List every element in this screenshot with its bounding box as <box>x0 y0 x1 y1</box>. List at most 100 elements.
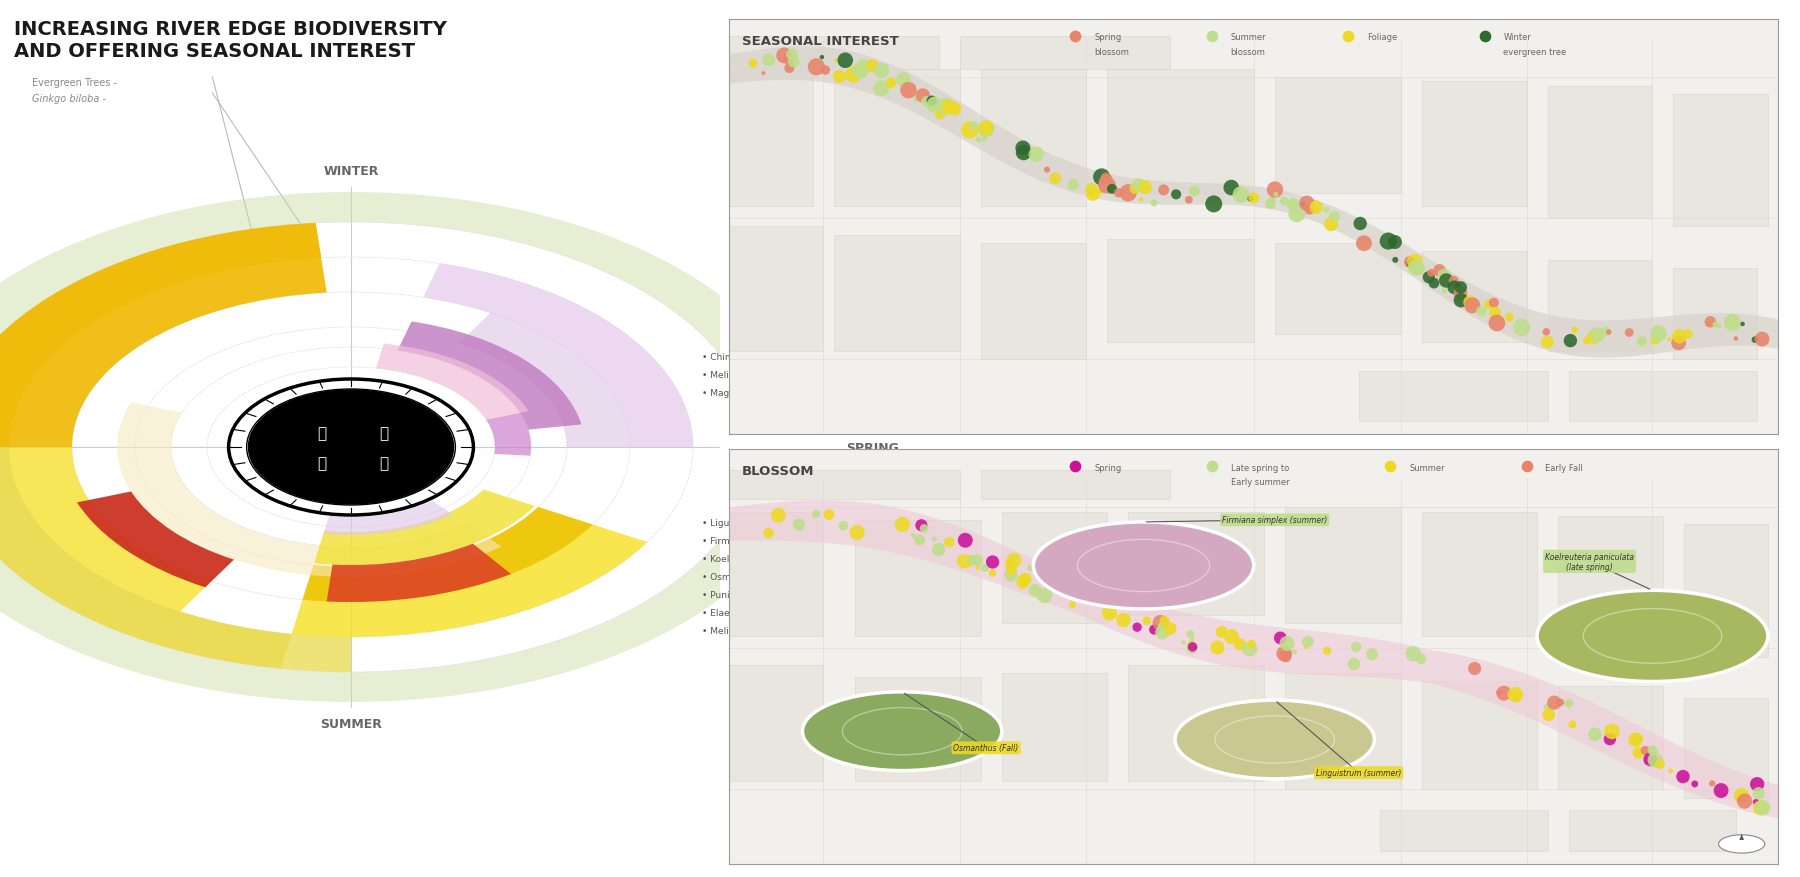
Point <box>1039 578 1067 592</box>
Point <box>1501 688 1530 702</box>
Text: • Koelreuteria paniculata: • Koelreuteria paniculata <box>702 554 815 563</box>
Text: Summer: Summer <box>1231 33 1265 42</box>
Point <box>749 67 778 81</box>
Point <box>950 554 979 568</box>
Point <box>1591 325 1620 339</box>
Bar <box>1674 268 1757 360</box>
Text: SPRING: SPRING <box>846 441 898 454</box>
Point <box>1381 236 1409 250</box>
Point <box>1179 640 1208 654</box>
Point <box>1375 460 1404 474</box>
Point <box>1503 690 1532 704</box>
Point <box>1357 647 1386 661</box>
Point <box>1624 731 1652 745</box>
Point <box>1748 801 1777 815</box>
Point <box>1730 795 1759 809</box>
Point <box>1373 235 1402 249</box>
Point <box>1742 777 1771 791</box>
Text: SUMMER: SUMMER <box>320 717 382 731</box>
Wedge shape <box>398 322 581 430</box>
Point <box>1494 310 1523 324</box>
Point <box>754 53 783 68</box>
Point <box>1125 179 1154 193</box>
Point <box>1123 620 1152 634</box>
Point <box>1339 658 1368 672</box>
Point <box>1681 777 1710 791</box>
Point <box>1040 172 1069 186</box>
Point <box>1555 334 1584 348</box>
Polygon shape <box>729 47 1778 359</box>
Wedge shape <box>486 413 531 456</box>
Point <box>1060 460 1089 474</box>
Point <box>1471 30 1499 44</box>
Text: Evergreen Trees -: Evergreen Trees - <box>32 78 117 88</box>
Point <box>1721 332 1750 346</box>
Text: • Chimonanthus praecox: • Chimonanthus praecox <box>702 353 815 362</box>
Wedge shape <box>77 492 234 588</box>
Bar <box>1107 70 1253 194</box>
Point <box>1103 187 1132 201</box>
Point <box>1539 695 1568 709</box>
Point <box>1301 201 1330 215</box>
Point <box>909 89 938 103</box>
Point <box>1431 275 1460 289</box>
Bar <box>1685 698 1768 797</box>
Point <box>1474 297 1503 311</box>
Point <box>1598 724 1627 738</box>
Wedge shape <box>376 344 529 420</box>
Point <box>972 123 1001 137</box>
Point <box>887 517 916 531</box>
Point <box>763 509 792 523</box>
Wedge shape <box>9 447 211 612</box>
Point <box>970 561 999 575</box>
Point <box>1147 619 1175 633</box>
Point <box>1534 700 1562 714</box>
Point <box>1058 178 1087 192</box>
Point <box>1289 198 1318 212</box>
Point <box>1742 795 1771 809</box>
Wedge shape <box>326 544 511 602</box>
Point <box>1532 325 1561 339</box>
Point <box>909 522 938 536</box>
Point <box>920 99 949 113</box>
Point <box>1098 182 1127 196</box>
Point <box>1240 192 1269 206</box>
Point <box>1580 727 1609 741</box>
Bar <box>729 37 940 70</box>
Point <box>1199 197 1228 211</box>
Point <box>877 76 905 90</box>
Point <box>1467 304 1496 318</box>
Point <box>1334 30 1363 44</box>
Point <box>1294 635 1323 649</box>
Bar <box>981 70 1085 206</box>
Point <box>1717 317 1746 331</box>
Point <box>1114 187 1143 201</box>
Point <box>1280 645 1309 660</box>
Point <box>1728 317 1757 332</box>
Point <box>774 53 803 67</box>
Point <box>1481 307 1510 321</box>
Bar <box>1422 252 1526 343</box>
Text: • Osmanthus fragrans: • Osmanthus fragrans <box>702 572 803 581</box>
Point <box>1139 196 1168 210</box>
Bar <box>1568 810 1737 852</box>
Bar <box>855 520 981 636</box>
Point <box>1633 754 1661 768</box>
Wedge shape <box>302 508 592 602</box>
Point <box>1078 595 1107 609</box>
Text: blossom: blossom <box>1094 48 1129 57</box>
Point <box>1397 257 1426 271</box>
Bar <box>1379 810 1548 852</box>
Bar <box>1359 372 1548 422</box>
Point <box>918 95 947 109</box>
Point <box>1197 30 1226 44</box>
Wedge shape <box>315 490 535 566</box>
Point <box>1381 253 1409 267</box>
Point <box>1226 638 1255 652</box>
Point <box>1269 647 1298 661</box>
Point <box>1237 192 1265 206</box>
Point <box>1226 189 1255 203</box>
Point <box>898 529 927 543</box>
Point <box>1624 745 1652 759</box>
Text: Spring: Spring <box>1094 463 1121 472</box>
